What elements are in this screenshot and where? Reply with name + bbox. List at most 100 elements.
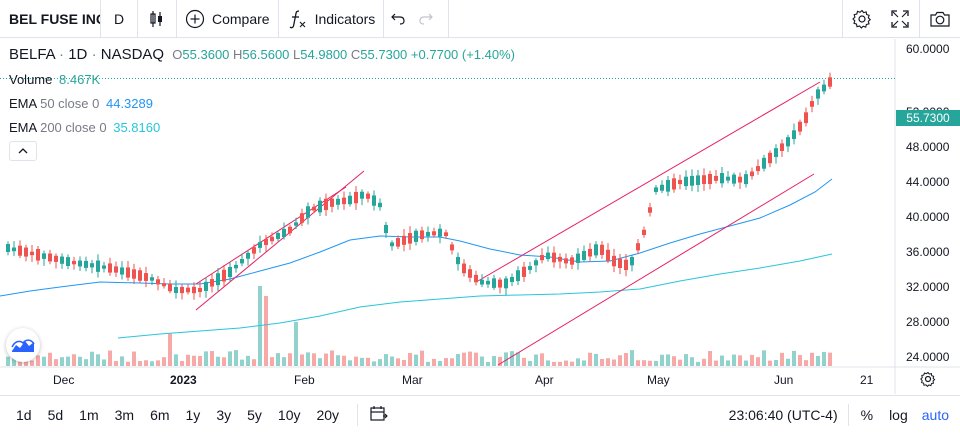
ema-200-legend[interactable]: EMA 200 close 0 35.8160	[9, 120, 160, 135]
candle-body	[6, 243, 10, 253]
ema-50-value: 44.3289	[105, 96, 153, 111]
candle-body	[726, 176, 730, 181]
chart-type-button[interactable]	[138, 0, 176, 38]
volume-bar	[492, 356, 496, 366]
volume-bar	[720, 355, 724, 366]
range-button-3y[interactable]: 3y	[216, 406, 232, 423]
ema-200-label: EMA	[9, 120, 37, 135]
volume-bar	[30, 360, 34, 366]
volume-bar	[528, 360, 532, 366]
candle-body	[390, 242, 394, 247]
candle-body	[24, 247, 28, 257]
snapshot-button[interactable]	[920, 0, 960, 38]
range-button-5d[interactable]: 5d	[47, 406, 64, 423]
time-axis-label: May	[647, 373, 670, 387]
volume-value: 8.467K	[59, 72, 101, 87]
chart-pane[interactable]: BELFA · 1D · NASDAQ O55.3600 H56.5600 L5…	[0, 39, 960, 394]
range-button-20y[interactable]: 20y	[316, 406, 340, 423]
candle-body	[750, 171, 754, 177]
volume-bar	[624, 353, 628, 366]
candle-body	[816, 89, 820, 99]
ema-50-legend[interactable]: EMA 50 close 0 44.3289	[9, 96, 153, 111]
volume-bar	[558, 361, 562, 366]
candle-body	[624, 259, 628, 271]
candle-body	[48, 253, 52, 262]
candle-body	[822, 84, 826, 92]
range-button-5y[interactable]: 5y	[247, 406, 262, 423]
redo-button[interactable]	[412, 0, 440, 38]
range-button-10y[interactable]: 10y	[277, 406, 301, 423]
gear-icon	[852, 9, 872, 29]
volume-bar	[198, 356, 202, 366]
compare-button[interactable]: Compare	[177, 0, 278, 38]
goto-date-button[interactable]	[370, 405, 388, 424]
volume-bar	[696, 361, 700, 366]
candle-body	[312, 206, 316, 211]
candle-body	[768, 152, 772, 164]
log-scale-toggle[interactable]: log	[889, 407, 908, 423]
candle-body	[474, 274, 478, 283]
volume-bar	[468, 351, 472, 366]
volume-bar	[594, 353, 598, 366]
price-axis-label: 40.0000	[906, 210, 950, 224]
candle-body	[492, 278, 496, 288]
axis-settings-button[interactable]	[920, 371, 936, 392]
candle-body	[300, 213, 304, 223]
volume-bar	[618, 355, 622, 366]
volume-bar	[810, 352, 814, 366]
volume-bar	[804, 360, 808, 366]
settings-button[interactable]	[843, 0, 881, 38]
range-button-1d[interactable]: 1d	[16, 406, 32, 423]
interval-button[interactable]: D	[113, 10, 125, 27]
candle-body	[594, 244, 598, 256]
volume-bar	[132, 351, 136, 366]
volume-bar	[450, 358, 454, 366]
camera-icon	[930, 11, 950, 27]
range-button-3m[interactable]: 3m	[114, 406, 135, 423]
indicators-button[interactable]: Indicators	[279, 0, 384, 38]
auto-scale-toggle[interactable]: auto	[921, 407, 949, 423]
price-chart[interactable]	[0, 39, 960, 394]
volume-bar	[36, 355, 40, 366]
range-button-1y[interactable]: 1y	[185, 406, 201, 423]
undo-button[interactable]	[384, 0, 412, 38]
volume-bar	[306, 352, 310, 366]
volume-bar	[96, 354, 100, 366]
candle-body	[126, 267, 130, 278]
candle-body	[498, 279, 502, 288]
volume-bar	[54, 359, 58, 366]
candle-body	[192, 286, 196, 294]
volume-bar	[552, 361, 556, 366]
range-button-1m[interactable]: 1m	[79, 406, 99, 423]
bottom-toolbar: 1d 5d 1m 3m 6m 1y 3y 5y 10y 20y 23:06:40 (UTC-4) …	[0, 395, 960, 433]
volume-bar	[174, 354, 178, 366]
toolbar-divider	[277, 0, 279, 38]
collapse-legend-button[interactable]	[9, 141, 37, 161]
symbol-search-button[interactable]: BEL FUSE INC	[9, 10, 100, 27]
candle-body	[450, 244, 454, 251]
candle-body	[66, 257, 70, 266]
candle-body	[42, 253, 46, 259]
time-axis-label: Jun	[774, 373, 794, 387]
toolbar-divider	[137, 0, 138, 38]
calendar-icon	[370, 406, 388, 421]
volume-bar	[606, 358, 610, 366]
fullscreen-button[interactable]	[881, 0, 919, 38]
time-axis-label: Dec	[53, 373, 75, 387]
volume-bar	[756, 357, 760, 366]
candle-body	[588, 248, 592, 257]
percent-scale-toggle[interactable]: %	[860, 407, 874, 423]
candle-body	[84, 260, 88, 268]
tradingview-logo-button[interactable]	[6, 328, 40, 362]
volume-bar	[534, 354, 538, 366]
volume-bar	[150, 361, 154, 366]
volume-legend[interactable]: Volume 8.467K	[9, 72, 100, 87]
range-button-6m[interactable]: 6m	[150, 406, 170, 423]
volume-bar	[330, 350, 334, 366]
toolbar-divider	[847, 404, 849, 426]
candle-body	[486, 280, 490, 285]
time-axis-label: 2023	[170, 373, 197, 387]
ema-200-params: 200 close 0	[40, 120, 107, 135]
timezone-clock[interactable]: 23:06:40 (UTC-4)	[728, 407, 838, 423]
